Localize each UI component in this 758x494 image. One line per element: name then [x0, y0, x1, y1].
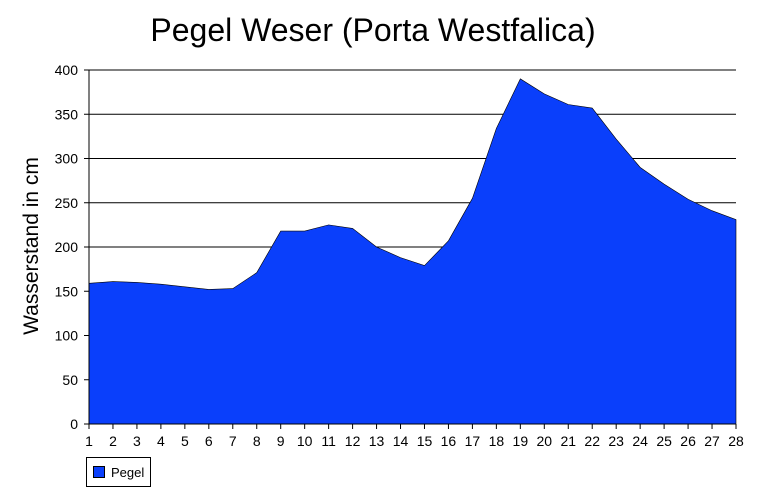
y-tick-label: 400: [55, 62, 79, 78]
legend: Pegel: [86, 457, 152, 487]
x-axis-ticks: 1 2 3 4 5 6 7 8 9 10 11 12 13 14 15 16 17 18 19 20 21 22 23 24 2…: [85, 424, 744, 449]
x-tick-label: 3: [133, 433, 141, 449]
x-tick-label: 2: [109, 433, 117, 449]
x-tick-label: 10: [297, 433, 313, 449]
x-tick-label: 24: [632, 433, 648, 449]
y-tick-label: 100: [55, 328, 79, 344]
y-tick-label: 350: [55, 106, 79, 122]
x-tick-label: 5: [181, 433, 189, 449]
x-tick-label: 1: [85, 433, 93, 449]
x-tick-label: 8: [253, 433, 261, 449]
y-tick-label: 150: [55, 283, 79, 299]
x-tick-label: 4: [157, 433, 165, 449]
legend-label-pegel: Pegel: [111, 464, 145, 480]
x-tick-label: 23: [608, 433, 624, 449]
x-tick-label: 18: [489, 433, 505, 449]
x-tick-label: 21: [560, 433, 576, 449]
x-tick-label: 22: [584, 433, 600, 449]
x-tick-label: 14: [393, 433, 409, 449]
x-tick-label: 28: [728, 433, 744, 449]
y-tick-label: 200: [55, 239, 79, 255]
y-tick-label: 250: [55, 195, 79, 211]
area-series-pegel: [88, 78, 737, 425]
x-tick-label: 27: [704, 433, 720, 449]
x-tick-label: 13: [369, 433, 385, 449]
y-axis-label: Wasserstand in cm: [20, 157, 43, 335]
legend-swatch-pegel: [93, 466, 105, 478]
x-tick-label: 7: [229, 433, 237, 449]
y-tick-label: 50: [62, 372, 78, 388]
x-tick-label: 25: [656, 433, 672, 449]
y-tick-label: 0: [70, 416, 78, 432]
x-tick-label: 12: [345, 433, 361, 449]
x-tick-label: 11: [321, 433, 336, 449]
x-tick-label: 19: [513, 433, 529, 449]
x-tick-label: 17: [465, 433, 481, 449]
y-tick-label: 300: [55, 151, 79, 167]
x-tick-label: 15: [417, 433, 433, 449]
x-tick-label: 20: [537, 433, 553, 449]
chart-title: Pegel Weser (Porta Westfalica): [150, 12, 595, 48]
x-tick-label: 16: [441, 433, 457, 449]
x-tick-label: 26: [680, 433, 696, 449]
x-tick-label: 6: [205, 433, 213, 449]
y-axis-ticks: 0 50 100 150 200 250 300 350 400: [55, 62, 89, 432]
x-tick-label: 9: [277, 433, 285, 449]
